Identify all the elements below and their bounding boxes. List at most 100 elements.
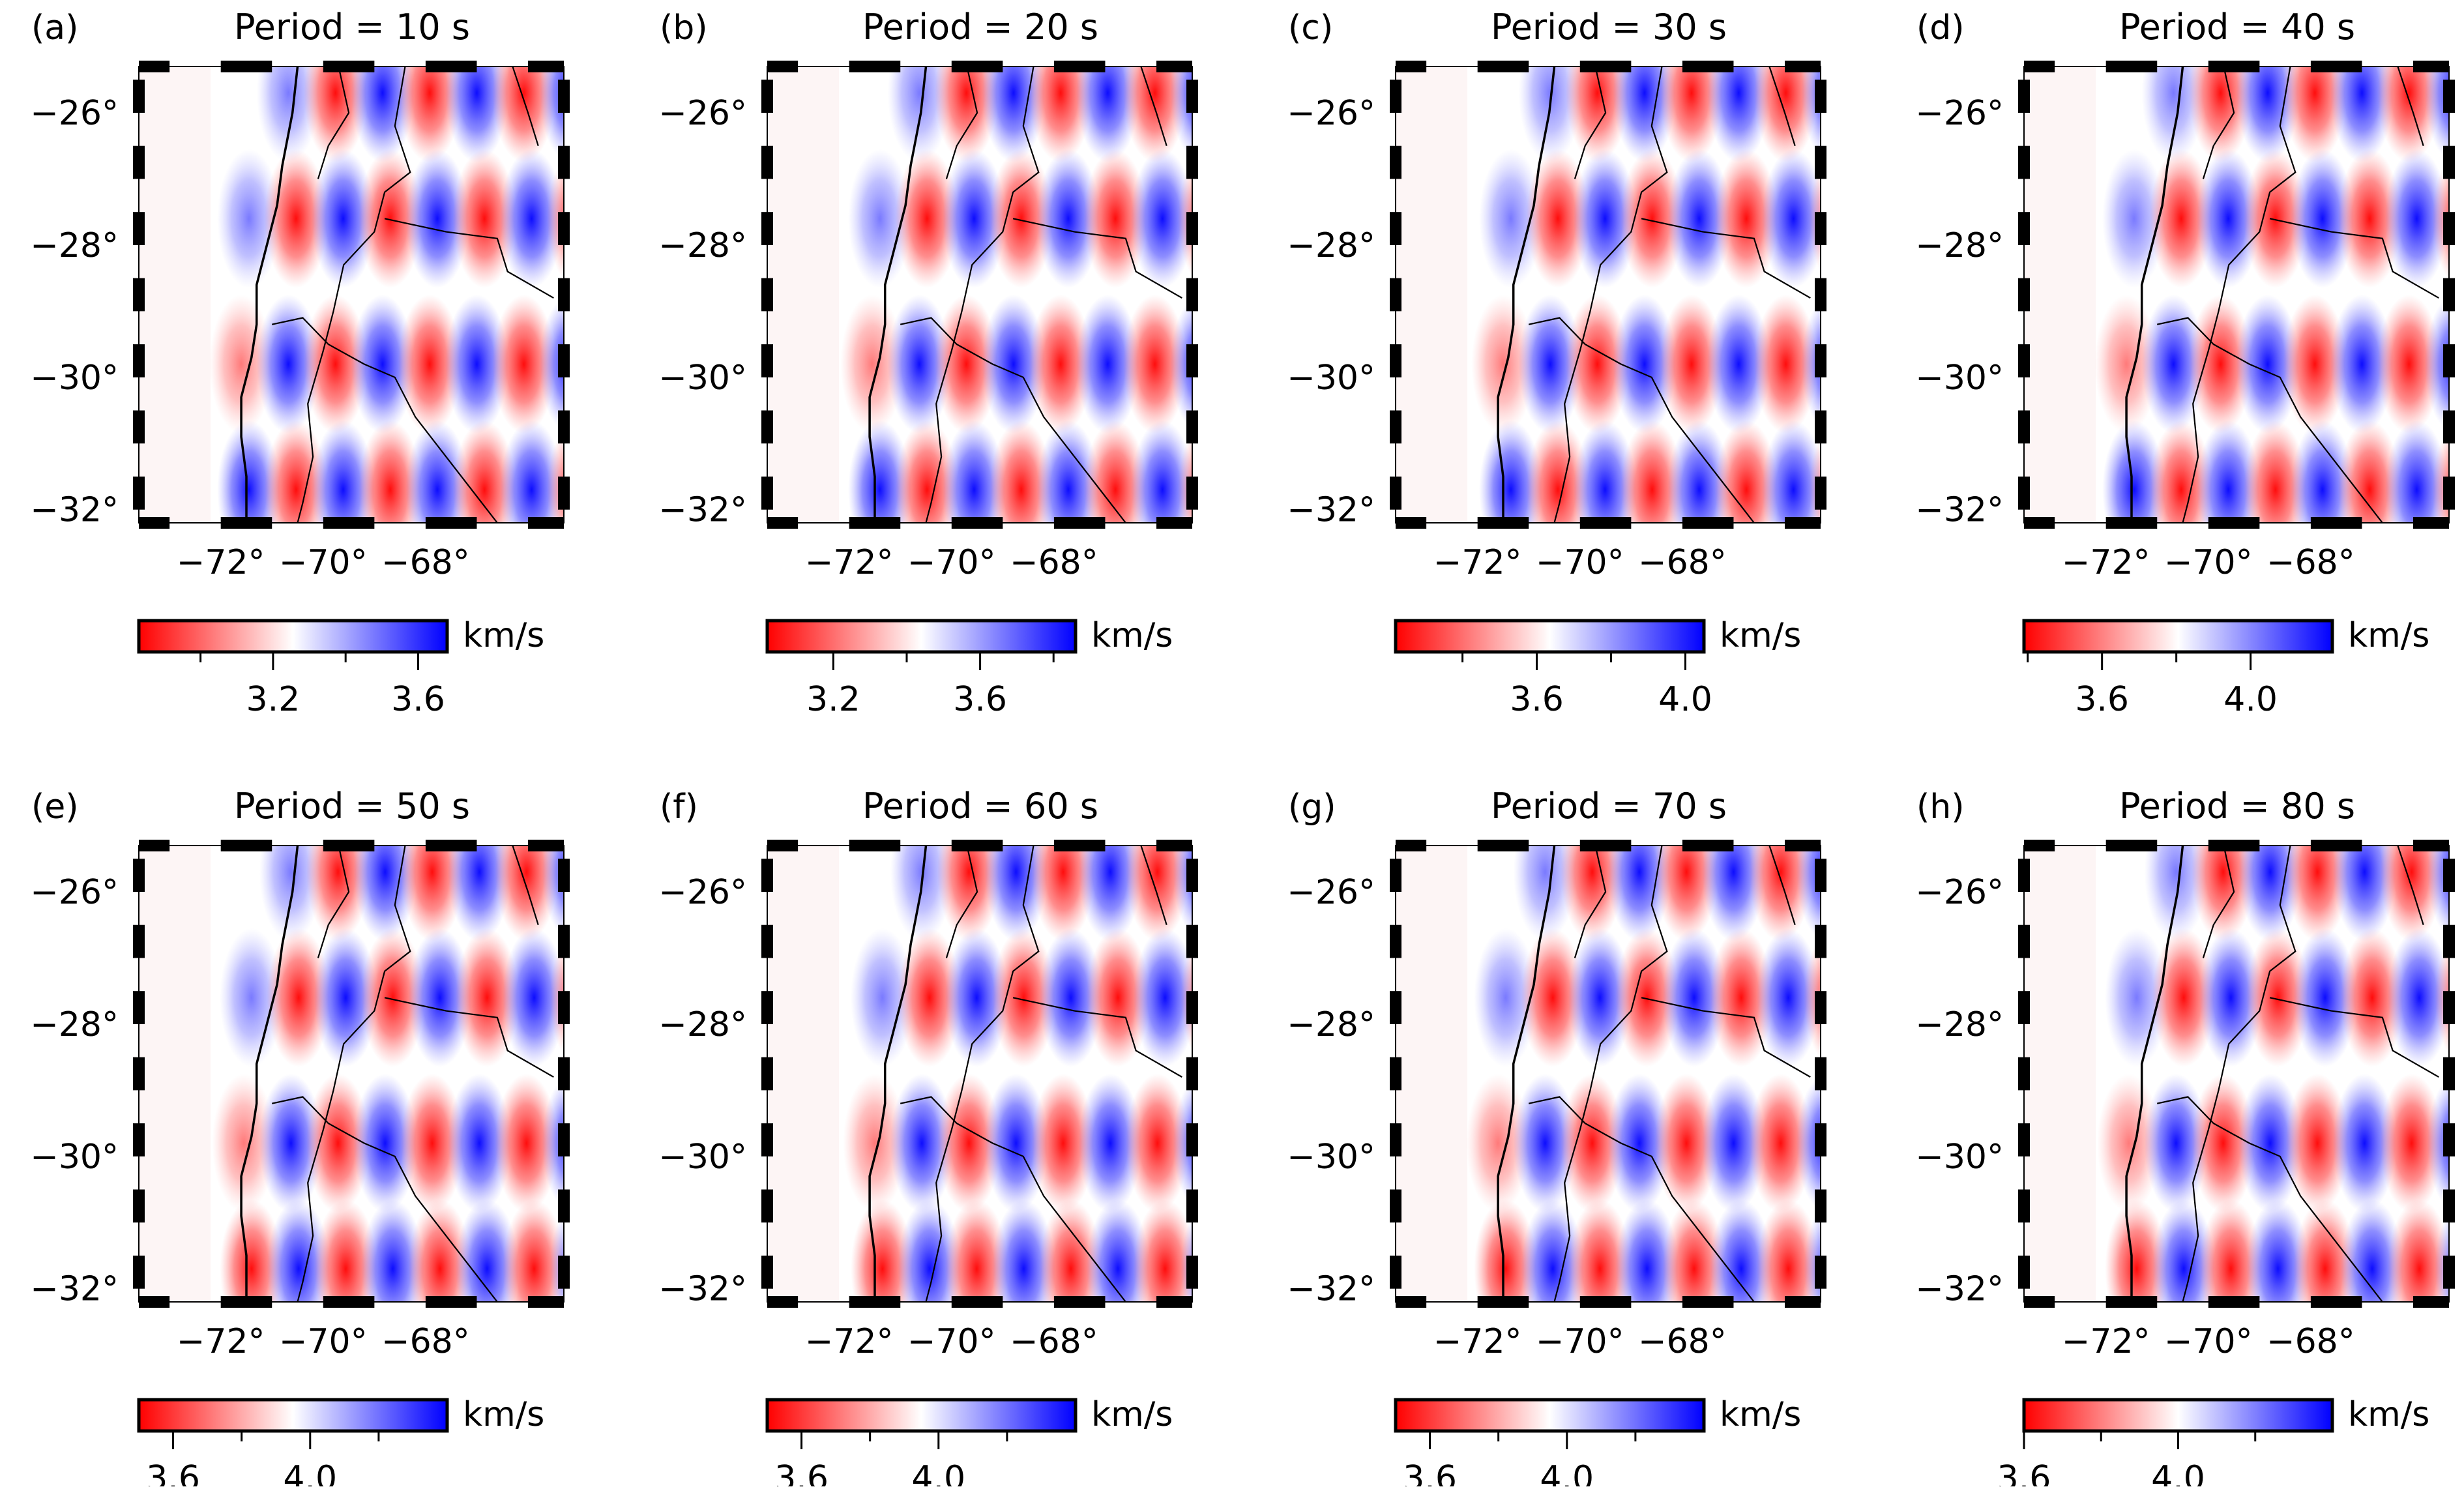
- frame-tick-segment: [133, 410, 145, 444]
- frame-tick-segment: [2443, 1255, 2455, 1289]
- coastline: [2125, 846, 2184, 1302]
- frame-tick-segment: [1815, 212, 1826, 245]
- frame-tick-segment: [558, 991, 570, 1024]
- frame-tick-segment: [528, 61, 564, 72]
- frame-tick-segment: [1156, 517, 1192, 529]
- high-velocity-anomaly: [2293, 928, 2357, 1067]
- colorbar-unit: km/s: [1091, 616, 1173, 655]
- colorbar-unit: km/s: [463, 616, 544, 655]
- low-velocity-anomaly: [1180, 943, 1192, 1052]
- high-velocity-anomaly: [314, 928, 378, 1067]
- low-velocity-anomaly: [2340, 928, 2404, 1067]
- ocean-no-coverage: [1396, 846, 1467, 1302]
- frame-tick-segment: [2413, 1296, 2449, 1308]
- coastline: [2125, 66, 2184, 523]
- border-line: [2156, 317, 2383, 523]
- frame-tick-segment: [761, 1255, 773, 1289]
- map-panel: (h) Period = 80 s −26° −28° −30° −32° −72° −70°…: [1915, 786, 2455, 1489]
- low-velocity-anomaly: [455, 928, 519, 1067]
- frame-tick-segment: [2105, 1296, 2158, 1308]
- longitude-tick-label: −68°: [1010, 1322, 1098, 1361]
- high-velocity-anomaly: [1573, 149, 1637, 288]
- low-velocity-anomaly: [934, 295, 999, 434]
- frame-tick-segment: [1785, 61, 1821, 72]
- frame-tick-segment: [1053, 61, 1106, 72]
- colorbar: [765, 619, 1078, 654]
- frame-tick-segment: [133, 1057, 145, 1091]
- frame-tick-segment: [528, 1296, 564, 1308]
- longitude-tick-label: −70°: [2164, 543, 2253, 582]
- frame-tick-segment: [2024, 1296, 2055, 1308]
- low-velocity-anomaly: [843, 1074, 907, 1213]
- frame-tick-segment: [558, 145, 570, 179]
- map-area: [1396, 66, 1821, 523]
- latitude-tick-label: −26°: [30, 873, 119, 912]
- frame-tick-segment: [1682, 840, 1734, 851]
- high-velocity-anomaly: [2427, 1077, 2449, 1209]
- colorbar-unit: km/s: [1091, 1395, 1173, 1434]
- frame-tick-segment: [1186, 410, 1198, 444]
- low-velocity-anomaly: [2338, 149, 2401, 288]
- frame-tick-segment: [2018, 344, 2030, 377]
- low-velocity-anomaly: [2435, 939, 2449, 1056]
- border-line: [1553, 846, 1668, 1302]
- frame-tick-segment: [425, 61, 477, 72]
- ocean-no-coverage: [139, 846, 211, 1302]
- frame-tick-segment: [767, 840, 799, 851]
- low-velocity-anomaly: [1029, 295, 1093, 434]
- frame-tick-segment: [2018, 1123, 2030, 1157]
- ocean-no-coverage: [2024, 846, 2096, 1302]
- frame-tick-segment: [558, 476, 570, 510]
- high-velocity-anomaly: [1613, 295, 1677, 434]
- high-velocity-anomaly: [1707, 295, 1771, 434]
- frame-tick-segment: [139, 517, 170, 529]
- frame-tick-segment: [220, 1296, 272, 1308]
- high-velocity-anomaly: [1170, 298, 1192, 430]
- frame-tick-segment: [558, 212, 570, 245]
- high-velocity-anomaly: [408, 928, 472, 1067]
- low-velocity-anomaly: [1565, 295, 1630, 434]
- frame-tick-segment: [323, 840, 375, 851]
- low-velocity-anomaly: [267, 928, 330, 1067]
- frame-tick-segment: [2018, 1189, 2030, 1223]
- low-velocity-anomaly: [547, 428, 564, 523]
- longitude-tick-label: −68°: [1638, 1322, 1727, 1361]
- longitude-tick-label: −70°: [907, 1322, 996, 1361]
- high-velocity-anomaly: [2196, 149, 2261, 288]
- longitude-tick-label: −70°: [1536, 1322, 1624, 1361]
- frame-tick-segment: [2443, 859, 2455, 892]
- latitude-tick-label: −26°: [1915, 94, 2004, 133]
- low-velocity-anomaly: [492, 295, 556, 434]
- border-line: [317, 66, 350, 179]
- latitude-tick-label: −26°: [1287, 873, 1375, 912]
- frame-tick-segment: [1156, 61, 1192, 72]
- ocean-no-coverage: [139, 66, 211, 523]
- frame-tick-segment: [323, 61, 375, 72]
- frame-tick-segment: [1186, 1123, 1198, 1157]
- border-line: [2202, 846, 2235, 958]
- frame-tick-segment: [1186, 80, 1198, 113]
- low-velocity-anomaly: [502, 1199, 564, 1302]
- frame-tick-segment: [2208, 517, 2260, 529]
- longitude-tick-label: −72°: [1433, 1322, 1522, 1361]
- high-velocity-anomaly: [447, 1074, 512, 1213]
- colorbar-tick-label: 4.0: [1540, 1459, 1594, 1486]
- ocean-no-coverage: [767, 66, 839, 523]
- border-line: [2269, 218, 2439, 299]
- colorbar-tick-label: 3.6: [1510, 680, 1564, 719]
- border-line: [1641, 218, 1811, 299]
- frame-tick-segment: [2413, 517, 2449, 529]
- frame-tick-segment: [1579, 517, 1632, 529]
- panel-title: Period = 20 s: [862, 7, 1098, 48]
- high-velocity-anomaly: [256, 295, 321, 434]
- frame-tick-segment: [133, 859, 145, 892]
- low-velocity-anomaly: [1125, 1074, 1190, 1213]
- frame-tick-segment: [1785, 517, 1821, 529]
- frame-tick-segment: [2018, 1057, 2030, 1091]
- high-velocity-anomaly: [1701, 1074, 1766, 1213]
- border-line: [2269, 997, 2439, 1078]
- low-velocity-anomaly: [398, 295, 462, 434]
- map-frame: [133, 61, 570, 529]
- panel-title: Period = 50 s: [234, 786, 470, 827]
- frame-tick-segment: [558, 1189, 570, 1223]
